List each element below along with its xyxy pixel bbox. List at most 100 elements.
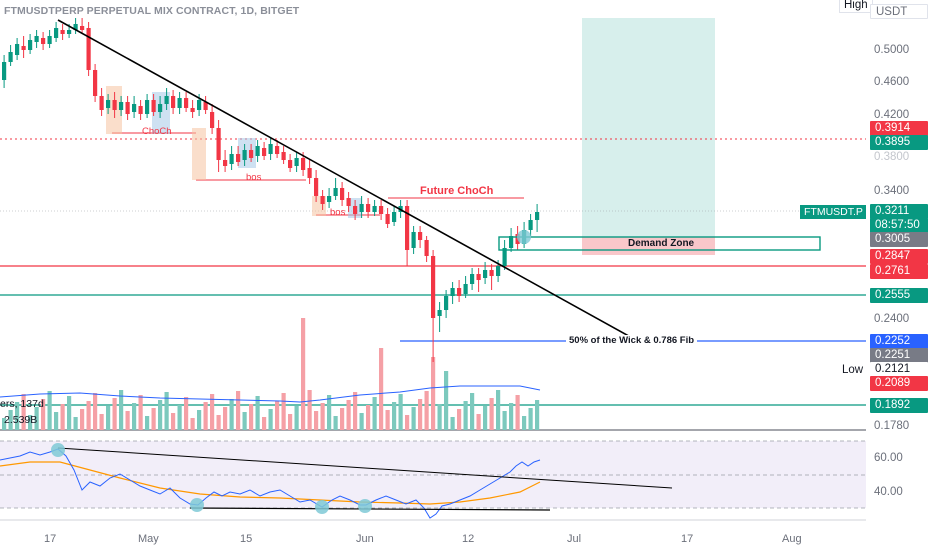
candle-body xyxy=(242,150,247,160)
candle-body xyxy=(528,220,533,230)
time-label: 17 xyxy=(681,533,694,545)
volume-bar xyxy=(73,417,78,430)
volume-bar xyxy=(405,415,410,430)
candle-body xyxy=(288,160,293,168)
volume-bar xyxy=(483,406,488,430)
candle-body xyxy=(463,284,468,294)
volume-bar xyxy=(54,412,59,430)
volume-value-label: 2.539B xyxy=(4,414,38,426)
low-value-badge: 0.2121 xyxy=(870,362,928,377)
volume-bar xyxy=(80,409,85,430)
volume-bar xyxy=(385,410,390,430)
target-zone xyxy=(582,18,715,237)
price-badge-3005: 0.3005 xyxy=(870,232,928,247)
candle-body xyxy=(470,274,475,284)
volume-bar xyxy=(60,404,65,430)
current-price-badge: 0.3211 xyxy=(870,204,928,219)
candle-body xyxy=(67,30,72,34)
candle-body xyxy=(502,248,507,266)
price-tick: 0.2400 xyxy=(874,313,910,325)
candle-body xyxy=(262,148,267,156)
volume-bar xyxy=(392,402,397,430)
volume-bar xyxy=(444,371,449,430)
choch-label: ChoCh xyxy=(142,126,172,137)
candle-body xyxy=(346,198,351,206)
candle-body xyxy=(164,96,169,104)
candle-body xyxy=(93,70,98,96)
volume-bar xyxy=(125,411,130,430)
candle-body xyxy=(229,154,234,164)
candle-body xyxy=(535,212,540,220)
volume-bar xyxy=(288,414,293,430)
volume-bar xyxy=(210,394,215,430)
candle-body xyxy=(197,100,202,110)
candle-body xyxy=(340,188,345,200)
candle-body xyxy=(450,288,455,296)
volume-bar xyxy=(177,405,182,430)
volume-bar xyxy=(320,403,325,430)
candle-body xyxy=(509,236,514,248)
price-badge-2555: 0.2555 xyxy=(870,288,928,303)
price-tick: 0.3800 xyxy=(874,151,910,163)
volume-bar xyxy=(314,411,319,430)
osc-circle-4 xyxy=(358,499,372,513)
candle-body xyxy=(301,158,306,170)
time-label: 15 xyxy=(240,533,253,545)
demand-zone-label: Demand Zone xyxy=(628,238,695,249)
candle-body xyxy=(489,270,494,276)
candle-body xyxy=(216,128,221,160)
volume-bar xyxy=(509,403,514,430)
candle-body xyxy=(2,62,7,80)
candle-body xyxy=(236,154,241,162)
price-tick: 0.3400 xyxy=(874,185,910,197)
candle-body xyxy=(281,152,286,160)
candle-body xyxy=(431,256,436,318)
volume-bar xyxy=(158,400,163,430)
low-label: Low xyxy=(842,364,864,376)
volume-bar xyxy=(398,394,403,430)
candle-body xyxy=(359,204,364,212)
candle-body xyxy=(275,146,280,154)
volume-bar xyxy=(28,415,33,430)
candle-body xyxy=(405,206,410,250)
candle-body xyxy=(320,196,325,204)
candle-body xyxy=(210,112,215,128)
volume-bar xyxy=(450,417,455,430)
candle-body xyxy=(392,212,397,222)
osc-circle-3 xyxy=(315,500,329,514)
volume-bar xyxy=(268,409,273,430)
volume-bar xyxy=(249,404,254,430)
entry-circle xyxy=(517,230,531,244)
price-badge-1892: 0.1892 xyxy=(870,398,928,413)
volume-bar xyxy=(522,416,527,430)
candle-body xyxy=(54,28,59,38)
candle-body xyxy=(294,158,299,166)
candle-body xyxy=(99,96,104,110)
volume-bar xyxy=(372,397,377,430)
volume-bar xyxy=(164,392,169,430)
volume-bar xyxy=(333,416,338,430)
countdown-badge: 08:57:50 xyxy=(870,218,928,233)
candle-body xyxy=(457,288,462,296)
price-badge-3895: 0.3895 xyxy=(870,135,928,150)
candle-body xyxy=(385,214,390,224)
volume-bar xyxy=(106,406,111,430)
demand-zone-box xyxy=(498,236,821,251)
volume-bar xyxy=(489,398,494,430)
volume-bar xyxy=(255,396,260,430)
price-badge-2251: 0.2251 xyxy=(870,348,928,363)
volume-ma-line xyxy=(0,385,541,403)
volume-bar xyxy=(184,397,189,430)
volume-bar xyxy=(262,417,267,430)
candle-body xyxy=(333,188,338,196)
candle-body xyxy=(21,46,26,50)
price-chart[interactable] xyxy=(0,0,866,550)
oscillator-band xyxy=(0,441,866,508)
osc-tick: 60.00 xyxy=(874,452,903,464)
volume-bar xyxy=(359,413,364,430)
price-badge-2761: 0.2761 xyxy=(870,264,928,279)
candle-body xyxy=(424,240,429,256)
volume-bar xyxy=(203,402,208,430)
candle-body xyxy=(41,38,46,44)
